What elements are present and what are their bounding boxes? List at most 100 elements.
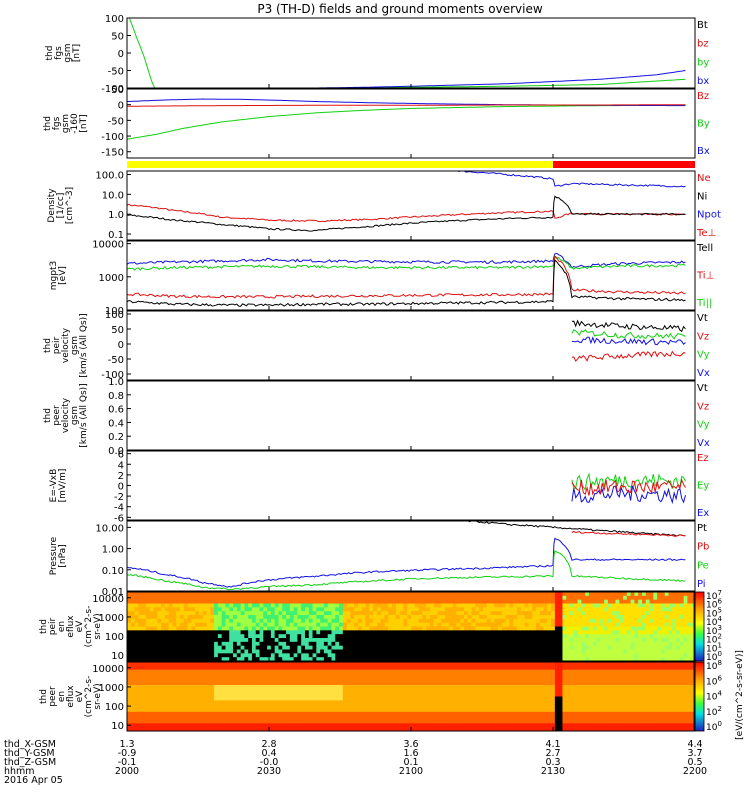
series-line xyxy=(127,252,686,269)
time-axis-tick-label: 4.4 xyxy=(687,739,702,750)
y-axis-label: mgpt3 xyxy=(49,261,59,290)
panel-fgs: Bt bz by bx 100 50 0 -50 -100 thd fgs gsm [nT] xyxy=(45,14,709,95)
y-tick-label: -100 xyxy=(101,370,124,381)
colorbar-tick: 102 xyxy=(706,705,722,718)
y-tick-label: -150 xyxy=(101,148,124,159)
legend-entry: Bz xyxy=(697,91,709,102)
legend-entry: bx xyxy=(697,76,709,87)
y-axis-label: fgs xyxy=(52,116,62,130)
y-axis-label: [km/s (All Qs)] xyxy=(79,313,89,377)
colorbar-tick: 102 xyxy=(706,633,722,646)
time-axis-tick-label: 2000 xyxy=(115,766,139,777)
legend-entry: bz xyxy=(697,39,709,50)
panel-density: Ne Ni Npot Te⊥ 100.0 10.0 1.0 0.1 Density [1/cc][… xyxy=(47,170,721,241)
y-tick-label: 50 xyxy=(111,85,124,96)
y-tick-label: 0.8 xyxy=(108,391,124,402)
series-line xyxy=(127,537,686,588)
panel-peir: Vt Vz Vy Vx 100 50 0 -50 -100 thd peir velocity gsm[… xyxy=(43,310,710,381)
y-tick-label: 100 xyxy=(105,14,124,25)
legend-entry: Pe xyxy=(697,560,709,571)
time-axis-tick-label: -0.1 xyxy=(118,757,137,768)
series-line xyxy=(127,259,686,307)
y-axis-label: Pressure xyxy=(49,536,59,575)
y-tick-label: 1.0 xyxy=(108,377,124,388)
y-tick-label: 1.00 xyxy=(102,545,124,556)
series-line xyxy=(344,78,686,88)
y-tick-label: 50 xyxy=(111,32,124,43)
y-tick-label: -50 xyxy=(108,355,124,366)
legend-entry: Vz xyxy=(697,331,709,342)
time-axis-row-label: 2016 Apr 05 xyxy=(4,775,63,786)
time-axis-row-label: thd_Z-GSM xyxy=(4,757,56,768)
series-pressure xyxy=(127,521,686,591)
series-fgs xyxy=(128,18,686,88)
time-axis-tick-label: -0.0 xyxy=(260,757,279,768)
y-axis-label: peer xyxy=(52,405,62,426)
legend-entry: Te⊥ xyxy=(696,228,716,239)
y-axis-label: peir xyxy=(52,336,62,354)
y-tick-label: 1000 xyxy=(99,613,124,624)
y-axis-label: [km/s (All Qs)] xyxy=(79,383,89,447)
y-tick-label: 0.4 xyxy=(108,418,124,429)
y-axis-label: velocity xyxy=(61,397,71,433)
legend-entry: Vy xyxy=(697,350,710,361)
time-axis-tick-label: 4.1 xyxy=(545,739,560,750)
y-axis-label: [1/cc] xyxy=(56,193,66,219)
y-axis-label: eV xyxy=(75,690,85,703)
legend-entry: Vy xyxy=(697,420,710,431)
legend-entry: Vz xyxy=(697,401,709,412)
time-axis-tick-label: 1.6 xyxy=(403,748,418,759)
y-tick-label: -50 xyxy=(108,116,124,127)
panel-temperature: Tell Ti⊥ Ti|| 10000 1000 100 mgpt3 [eV] xyxy=(49,240,714,317)
colorbar-tick: 103 xyxy=(706,624,722,637)
series-density xyxy=(127,171,686,232)
y-tick-label: 100 xyxy=(105,306,124,317)
y-axis-label: gsm xyxy=(70,406,80,425)
y-axis-label: sr-eV) xyxy=(93,683,103,709)
panel-frame xyxy=(126,170,696,241)
y-axis-label: [nPa] xyxy=(58,544,68,567)
time-axis-tick-label: 3.7 xyxy=(687,748,702,759)
legend-entry: Vx xyxy=(697,368,710,379)
y-tick-label: 0 xyxy=(118,340,124,351)
series-line xyxy=(316,70,686,88)
y-tick-label: 0 xyxy=(118,101,124,112)
time-axis-tick-label: 1.3 xyxy=(119,739,134,750)
legend-entry: Bt xyxy=(697,20,708,31)
y-axis-label: [cm^-3] xyxy=(65,187,75,224)
time-axis-tick-label: 0.4 xyxy=(261,748,276,759)
y-tick-label: 10000 xyxy=(92,240,124,251)
time-axis-tick-label: 0.5 xyxy=(687,757,702,768)
legend-entry: Ex xyxy=(697,508,709,519)
panel-frame xyxy=(126,380,696,451)
y-axis-label: E=-VxB xyxy=(49,469,59,503)
y-tick-label: 0.6 xyxy=(108,405,124,416)
series-line xyxy=(127,255,686,299)
series-line xyxy=(571,472,686,492)
time-axis-tick-label: 2200 xyxy=(683,766,707,777)
y-axis-label: sr-eV) xyxy=(93,613,103,639)
colorbar-tick: 105 xyxy=(706,606,722,619)
time-axis-tick-label: -0.9 xyxy=(118,748,137,759)
y-tick-label: 2 xyxy=(118,471,124,482)
series-line xyxy=(127,550,686,591)
y-tick-label: 0 xyxy=(118,49,124,60)
y-tick-label: 100.0 xyxy=(95,170,124,181)
y-axis-label: gsm xyxy=(61,114,71,133)
series-line xyxy=(127,195,686,232)
panel-peir_spec: 10710610510410310210110010000100010010th… xyxy=(39,589,722,663)
colorbar-tick: 104 xyxy=(706,690,722,703)
series-line xyxy=(467,521,686,537)
legend-entry: Ne xyxy=(697,173,711,184)
series-line xyxy=(127,254,686,271)
spectrogram-peer_spec xyxy=(127,662,695,731)
y-tick-label: 0.1 xyxy=(108,230,124,241)
legend-entry: Vt xyxy=(697,383,708,394)
y-axis-label: eflux xyxy=(66,685,76,708)
legend-entry: Vx xyxy=(697,438,710,449)
y-axis-label: eflux xyxy=(66,615,76,638)
y-axis-label: thd xyxy=(43,116,53,131)
y-tick-label: 0.2 xyxy=(108,432,124,443)
